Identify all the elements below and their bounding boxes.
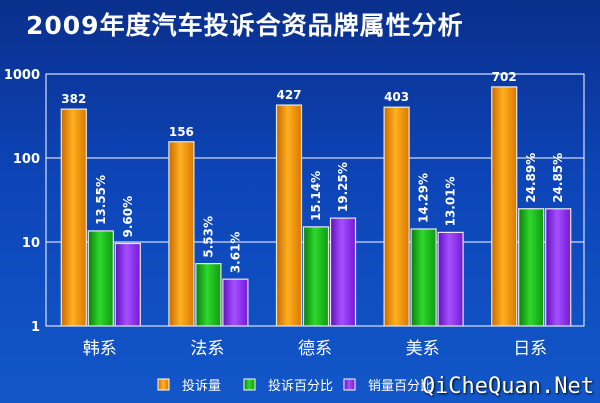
data-label: 702 <box>492 70 517 84</box>
sales-pct-bar <box>545 208 572 327</box>
legend-label: 投诉百分比 <box>268 378 333 394</box>
data-label: 9.60% <box>121 196 135 238</box>
data-label: 15.14% <box>309 171 323 221</box>
y-tick-label: 100 <box>13 152 40 167</box>
data-label: 24.85% <box>551 153 565 203</box>
x-tick-label: 法系 <box>190 339 224 359</box>
complaint-pct-bar <box>302 226 330 327</box>
complaint-pct-bar <box>195 263 222 327</box>
y-tick-label: 1000 <box>4 68 40 83</box>
x-tick-label: 美系 <box>406 339 440 359</box>
data-label: 382 <box>61 92 86 106</box>
data-labels-layer: 382 13.55% 9.60% 156 5.53% 3.61% 427 15.14% 19.2… <box>61 70 565 273</box>
complaints-bar <box>275 104 303 327</box>
data-label: 427 <box>276 88 301 102</box>
complaints-bar <box>383 106 410 327</box>
data-label: 24.89% <box>524 153 538 203</box>
sales-pct-bar <box>222 278 249 327</box>
data-label: 156 <box>169 125 194 139</box>
complaints-bar <box>168 141 195 327</box>
axis-layer: 1 10 100 1000 韩系 法系 德系 美系 日系 <box>4 68 547 359</box>
complaint-pct-bar <box>87 230 114 327</box>
complaints-bar <box>491 86 518 327</box>
bars-layer <box>60 86 572 327</box>
complaint-pct-bar <box>410 228 437 327</box>
complaints-bar <box>60 108 87 327</box>
data-label: 13.55% <box>94 175 108 225</box>
y-tick-label: 10 <box>22 236 40 251</box>
x-tick-label: 韩系 <box>83 339 117 359</box>
y-tick-label: 1 <box>31 320 40 335</box>
legend-label: 销量百分比 <box>368 379 433 394</box>
legend: 投诉量 投诉百分比 销量百分比 <box>157 378 433 394</box>
complaint-pct-bar <box>518 208 545 327</box>
data-label: 14.29% <box>417 173 431 223</box>
legend-swatch <box>343 378 356 391</box>
legend-label: 投诉量 <box>182 378 221 394</box>
data-label: 403 <box>384 90 409 104</box>
sales-pct-bar <box>114 242 141 327</box>
x-tick-label: 日系 <box>513 339 547 359</box>
x-tick-label: 德系 <box>298 339 332 359</box>
data-label: 5.53% <box>201 216 215 258</box>
watermark-text: QiCheQuan.Net <box>421 374 594 399</box>
legend-swatch <box>157 378 170 391</box>
legend-swatch <box>243 378 256 391</box>
sales-pct-bar <box>329 217 357 327</box>
data-label: 3.61% <box>228 232 242 274</box>
sales-pct-bar <box>437 231 464 327</box>
data-label: 19.25% <box>336 162 350 212</box>
data-label: 13.01% <box>444 176 458 226</box>
chart-title: 2009年度汽车投诉合资品牌属性分析 <box>26 11 464 40</box>
